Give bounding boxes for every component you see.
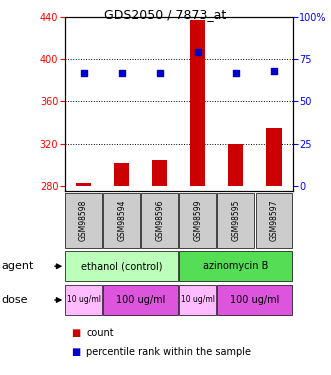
Text: 10 ug/ml: 10 ug/ml [181,296,215,304]
Point [81,70,86,76]
Text: agent: agent [2,261,34,271]
Text: GSM98596: GSM98596 [155,200,164,241]
Bar [179,193,216,248]
Bar [217,285,292,315]
Point [119,70,124,76]
Text: GSM98598: GSM98598 [79,200,88,241]
Bar [217,193,254,248]
Text: ■: ■ [71,346,80,357]
Point [271,68,276,74]
Bar [256,193,292,248]
Bar [103,285,178,315]
Text: ■: ■ [71,328,80,338]
Bar [190,20,205,186]
Text: GSM98597: GSM98597 [269,200,278,241]
Text: 100 ug/ml: 100 ug/ml [116,295,166,305]
Bar [152,159,167,186]
Bar [141,193,178,248]
Point [233,70,238,76]
Text: GSM98595: GSM98595 [231,200,240,241]
Text: 100 ug/ml: 100 ug/ml [230,295,280,305]
Point [157,70,162,76]
Text: dose: dose [2,295,28,305]
Bar [65,193,102,248]
Bar [114,163,129,186]
Text: azinomycin B: azinomycin B [203,261,268,271]
Text: count: count [86,328,114,338]
Text: 10 ug/ml: 10 ug/ml [67,296,101,304]
Point [195,50,200,55]
Bar [266,128,281,186]
Text: GSM98599: GSM98599 [193,200,202,241]
Bar [103,193,140,248]
Text: GDS2050 / 7873_at: GDS2050 / 7873_at [104,8,227,21]
Bar [65,285,102,315]
Text: GSM98594: GSM98594 [117,200,126,241]
Text: percentile rank within the sample: percentile rank within the sample [86,346,251,357]
Text: ethanol (control): ethanol (control) [81,261,163,271]
Bar [65,251,178,281]
Bar [228,144,243,186]
Bar [179,285,216,315]
Bar [179,251,292,281]
Bar [76,183,91,186]
